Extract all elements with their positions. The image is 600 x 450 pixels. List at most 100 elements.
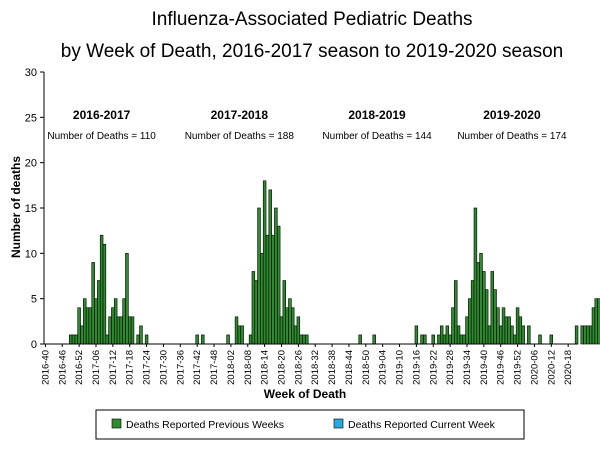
- bar-previous-week: [265, 234, 270, 345]
- bar-previous-week: [459, 334, 464, 345]
- chart-title-line2: by Week of Death, 2016-2017 season to 20…: [61, 41, 563, 62]
- bar-previous-week: [493, 289, 497, 345]
- x-tick-label: 2018-08: [243, 350, 254, 385]
- bar-previous-week: [68, 334, 73, 345]
- bar-previous-week: [288, 298, 292, 345]
- x-tick-label: 2019-40: [479, 350, 490, 385]
- y-tick-label: 30: [25, 67, 37, 79]
- x-tick-label: 2019-04: [378, 350, 389, 385]
- legend: Deaths Reported Previous Weeks Deaths Rep…: [95, 409, 525, 440]
- y-axis-label: Number of deaths: [9, 156, 23, 258]
- bar-previous-week: [465, 316, 469, 345]
- bar-previous-week: [291, 307, 295, 345]
- bar-previous-week: [448, 334, 452, 345]
- season-deaths-count: Number of Deaths = 110: [47, 131, 156, 142]
- season-deaths-count: Number of Deaths = 188: [185, 131, 295, 142]
- bar-previous-week: [139, 325, 143, 345]
- y-tick-label: 20: [25, 158, 37, 170]
- legend-swatch-previous: [111, 418, 122, 429]
- plot-area: 0 5 10 15 20 25 30 2016-40 2016-46 2016-52 2017-06…: [25, 67, 600, 385]
- bar-previous-week: [588, 325, 593, 345]
- bar-previous-week: [456, 325, 461, 345]
- bar-previous-week: [271, 234, 275, 345]
- bar-previous-week: [254, 280, 258, 345]
- bar-previous-week: [586, 325, 590, 345]
- bar-previous-week: [251, 271, 256, 345]
- bar-previous-week: [372, 334, 376, 345]
- bar-previous-week: [257, 207, 261, 345]
- x-tick-label: 2018-14: [260, 350, 271, 385]
- x-tick-label: 2018-32: [310, 350, 321, 385]
- bar-previous-week: [597, 298, 600, 345]
- chart-title-line1: Influenza-Associated Pediatric Deaths: [151, 9, 472, 30]
- bar-previous-week: [414, 325, 419, 345]
- bar-previous-week: [285, 307, 289, 345]
- bar-previous-week: [454, 280, 458, 345]
- x-tick-label: 2017-12: [108, 350, 119, 385]
- y-tick-label: 5: [31, 294, 37, 306]
- bar-previous-week: [302, 334, 306, 345]
- bar-previous-week: [108, 316, 112, 345]
- bar-previous-week: [442, 334, 447, 345]
- x-tick-label: 2019-10: [395, 350, 406, 385]
- bar-previous-week: [102, 243, 107, 345]
- bar-previous-week: [226, 334, 230, 345]
- bar-previous-week: [74, 334, 79, 345]
- bar-previous-week: [195, 334, 199, 345]
- bar-previous-week: [451, 307, 455, 345]
- x-tick-label: 2018-02: [226, 350, 237, 385]
- x-tick-label: 2018-44: [344, 350, 355, 385]
- x-tick-label: 2020-18: [563, 350, 574, 385]
- x-tick-label: 2020-06: [529, 350, 540, 385]
- bar-previous-week: [549, 334, 554, 345]
- bar-previous-week: [91, 262, 95, 345]
- bar-previous-week: [515, 307, 520, 345]
- bar-previous-week: [125, 253, 129, 345]
- bar-previous-week: [473, 207, 478, 345]
- bar-previous-week: [538, 334, 542, 345]
- bar-previous-week: [521, 325, 525, 345]
- legend-box: [95, 409, 525, 440]
- bar-previous-week: [234, 316, 239, 345]
- bar-previous-week: [105, 334, 109, 345]
- bar-previous-week: [130, 316, 135, 345]
- x-tick-label: 2020-12: [546, 350, 557, 385]
- bar-previous-week: [296, 316, 301, 345]
- y-tick-label: 15: [25, 203, 37, 215]
- bar-previous-week: [445, 325, 450, 345]
- bar-previous-week: [99, 234, 104, 345]
- legend-label-current: Deaths Reported Current Week: [348, 419, 496, 431]
- x-tick-label: 2017-18: [125, 350, 136, 385]
- bar-previous-week: [583, 325, 587, 345]
- bar-previous-week: [77, 307, 81, 345]
- bar-previous-week: [462, 334, 466, 345]
- bar-previous-week: [504, 316, 509, 345]
- bar-previous-week: [128, 316, 132, 345]
- x-tick-label: 2017-06: [91, 350, 102, 385]
- bar-previous-week: [276, 225, 281, 345]
- bar-previous-week: [240, 325, 244, 345]
- bar-previous-week: [282, 280, 287, 345]
- bar-previous-week: [484, 289, 489, 345]
- bar-previous-week: [122, 298, 126, 345]
- bar-previous-week: [358, 334, 362, 345]
- bar-previous-week: [260, 253, 264, 345]
- bar-previous-week: [201, 334, 205, 345]
- bar-previous-week: [423, 334, 427, 345]
- bar-previous-week: [594, 298, 598, 345]
- bar-previous-week: [88, 307, 93, 345]
- y-tick-label: 0: [31, 339, 37, 351]
- bar-previous-week: [85, 307, 90, 345]
- bar-previous-week: [501, 307, 506, 345]
- bar-previous-week: [487, 325, 492, 345]
- bar-previous-week: [439, 325, 444, 345]
- bar-previous-week: [293, 325, 298, 345]
- bar-previous-week: [268, 189, 272, 345]
- bar-previous-week: [97, 280, 101, 345]
- x-tick-label: 2018-20: [276, 350, 287, 385]
- x-tick-label: 2019-28: [445, 350, 456, 385]
- x-tick-label: 2019-22: [428, 350, 439, 385]
- y-tick-label: 10: [25, 248, 37, 260]
- legend-label-previous: Deaths Reported Previous Weeks: [126, 419, 284, 431]
